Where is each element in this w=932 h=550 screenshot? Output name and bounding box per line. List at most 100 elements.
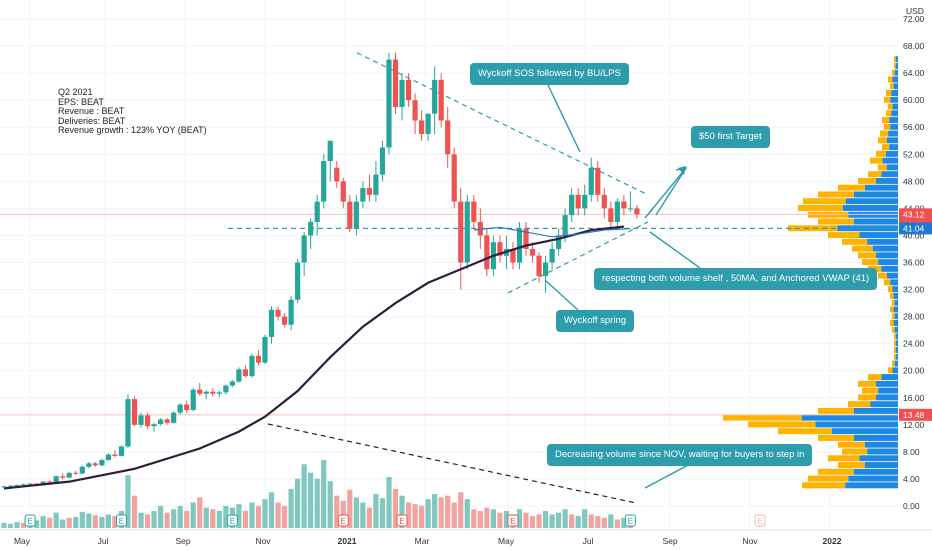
candle-body <box>360 188 366 202</box>
candle-body <box>177 404 183 413</box>
callout-volume[interactable]: Decreasing volume since NOV, waiting for… <box>547 444 813 466</box>
volume-bar <box>314 478 320 528</box>
profile-bar-blue <box>890 123 898 130</box>
volume-bar <box>373 494 379 528</box>
profile-bar-blue <box>867 238 898 245</box>
candle-body <box>229 381 235 386</box>
profile-bar-orange <box>818 468 854 475</box>
volume-bar <box>419 505 425 528</box>
candle-body <box>112 454 118 456</box>
candle-body <box>392 59 399 107</box>
candle-body <box>7 485 14 487</box>
profile-bar-orange <box>892 69 895 76</box>
candle-body <box>523 228 529 249</box>
profile-bar-blue <box>895 333 898 340</box>
x-tick-label: May <box>498 536 515 546</box>
candle-body <box>510 248 516 263</box>
volume-bar <box>484 507 490 528</box>
candle-body <box>634 208 640 215</box>
target-arrow-line <box>644 167 687 219</box>
profile-bar-orange <box>882 117 890 124</box>
profile-bar-blue <box>867 448 898 455</box>
volume-bar <box>40 516 46 528</box>
info-line: Revenue growth : 123% YOY (BEAT) <box>58 125 207 136</box>
profile-bar-blue <box>890 96 898 103</box>
profile-bar-orange <box>848 401 871 408</box>
profile-bar-blue <box>887 137 898 144</box>
candle-body <box>484 235 490 270</box>
candle-body <box>73 472 79 474</box>
volume-bar <box>151 511 157 528</box>
profile-bar-blue <box>815 421 898 428</box>
candle-body <box>562 215 568 236</box>
earnings-badge <box>507 514 519 527</box>
volume-bar <box>569 514 575 528</box>
volume-bar <box>353 497 359 528</box>
volume-bar <box>92 515 98 528</box>
volume-bar <box>14 522 20 528</box>
candle-body <box>373 174 379 195</box>
profile-bar-blue <box>854 407 898 414</box>
volume-bar <box>268 492 275 528</box>
time-axis[interactable]: May Jul Sep Nov 2021 Mar May Jul Sep Nov 2022 <box>0 529 932 546</box>
candle-body <box>158 419 164 425</box>
y-tick-label: 72.00 <box>903 14 925 24</box>
volume-bar <box>503 511 510 528</box>
profile-bar-blue <box>881 171 898 178</box>
profile-bar-blue <box>859 455 898 462</box>
profile-bar-blue <box>881 265 898 272</box>
volume-bar <box>595 516 601 528</box>
profile-bar-orange <box>878 164 887 171</box>
callout-respect[interactable]: respecting both volume shelf , 50MA, and… <box>594 268 878 290</box>
callout-target[interactable]: $50 first Target <box>691 126 770 148</box>
candle-body <box>399 79 405 107</box>
profile-bar-orange <box>870 157 883 164</box>
candle-body <box>471 201 477 222</box>
candle-body <box>203 391 209 394</box>
volume-bar <box>340 500 346 528</box>
profile-bar-orange <box>884 123 891 130</box>
y-tick-label: 0.00 <box>903 501 920 511</box>
profile-bar-orange <box>888 76 893 83</box>
volume-bar <box>536 514 542 528</box>
volume-bar <box>582 509 588 528</box>
price-badge-label: 13.48 <box>903 410 925 420</box>
profile-bar-blue <box>881 374 898 381</box>
profile-bar-blue <box>843 205 898 211</box>
x-tick-label: Sep <box>175 536 190 546</box>
candle-body <box>223 385 229 393</box>
candle-body <box>438 79 444 121</box>
y-tick-label: 48.00 <box>903 176 925 186</box>
profile-bar-blue <box>859 232 898 239</box>
profile-bar-blue <box>890 279 898 286</box>
callout-pointer <box>644 463 691 489</box>
price-axis[interactable]: USD72.0068.0064.0060.0056.0052.0048.0044… <box>898 0 932 530</box>
y-tick-label: 32.00 <box>903 285 925 295</box>
profile-bar-blue <box>895 56 898 63</box>
profile-bar-orange <box>788 225 838 232</box>
earnings-badge-letter: E <box>27 517 32 526</box>
profile-bar-orange <box>878 137 887 144</box>
profile-bar-blue <box>876 252 898 259</box>
y-tick-label: 12.00 <box>903 420 925 430</box>
volume-bar <box>386 477 392 528</box>
volume-bar <box>445 495 451 528</box>
candle-body <box>171 412 177 423</box>
profile-bar-blue <box>854 218 898 225</box>
candle-body <box>288 299 294 325</box>
volume-bar <box>223 505 229 528</box>
candle-body <box>66 472 72 478</box>
x-tick-label: Nov <box>255 536 271 546</box>
profile-bar-blue <box>876 177 898 184</box>
volume-bar <box>379 498 386 528</box>
callout-spring[interactable]: Wyckoff spring <box>556 310 635 332</box>
callout-sos[interactable]: Wyckoff SOS followed by BU/LPS <box>470 63 629 85</box>
volume-bar <box>138 512 144 528</box>
earnings-badge-letter: E <box>399 517 404 526</box>
candle-body <box>445 120 451 155</box>
y-tick-label: 52.00 <box>903 149 925 159</box>
profile-bar-blue <box>876 380 898 387</box>
x-tick-label: Sep <box>662 536 677 546</box>
candle-body <box>314 201 320 222</box>
